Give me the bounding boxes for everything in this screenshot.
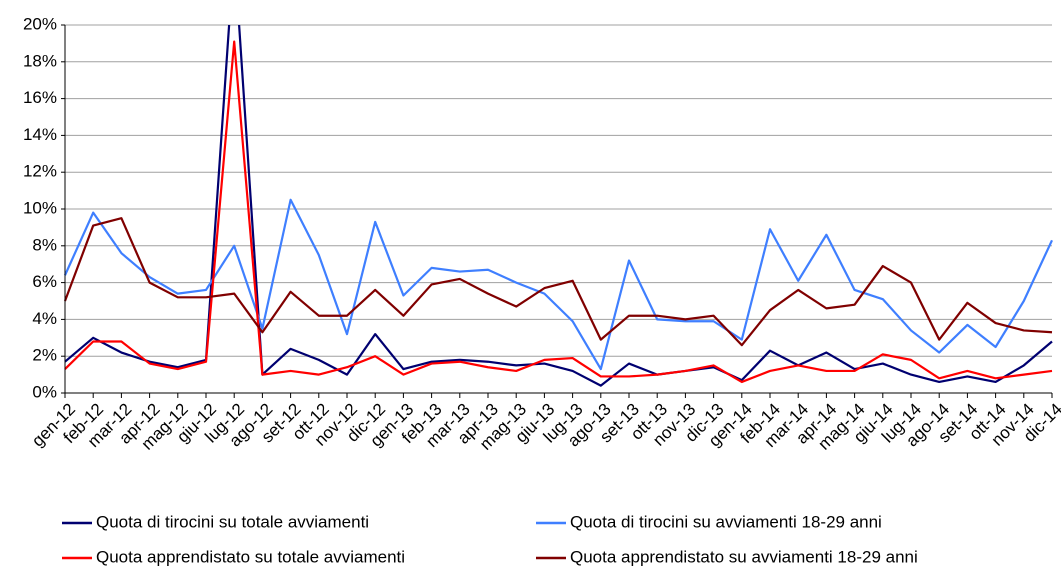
plot-area (63, 25, 1053, 387)
legend-label: Quota di tirocini su totale avviamenti (96, 512, 369, 531)
legend-label: Quota di tirocini su avviamenti 18-29 an… (570, 512, 882, 531)
data-line (64, 25, 1053, 387)
y-tick-label: 2% (32, 346, 57, 365)
data-line (63, 217, 1053, 347)
legend-label: Quota apprendistato su avviamenti 18-29 … (570, 547, 918, 566)
y-tick-label: 6% (32, 272, 57, 291)
data-line (63, 198, 1053, 371)
y-tick-label: 0% (32, 382, 57, 401)
grid (65, 24, 1052, 394)
y-tick-label: 18% (23, 51, 57, 70)
y-tick-label: 8% (32, 235, 57, 254)
y-tick-label: 10% (23, 198, 57, 217)
y-tick-label: 14% (23, 125, 57, 144)
y-tick-label: 16% (23, 88, 57, 107)
y-tick-label: 4% (32, 309, 57, 328)
y-tick-label: 20% (23, 14, 57, 33)
legend-label: Quota apprendistato su totale avviamenti (96, 547, 405, 566)
y-tick-label: 12% (23, 162, 57, 181)
data-line (64, 40, 1053, 384)
